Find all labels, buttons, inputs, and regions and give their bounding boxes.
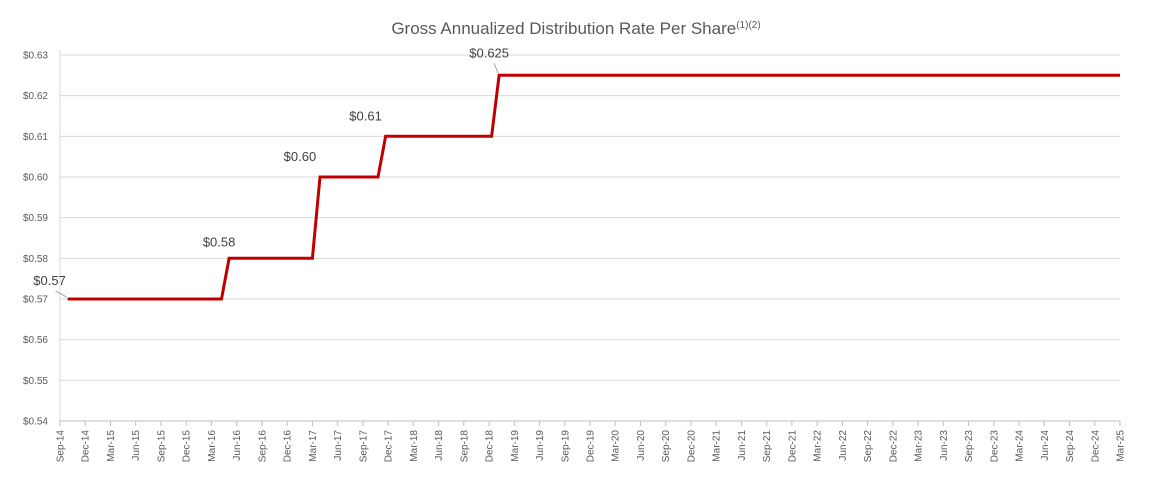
x-tick-label: Mar-19 — [510, 430, 521, 462]
x-tick-label: Mar-22 — [813, 430, 824, 462]
data-label: $0.58 — [203, 234, 236, 249]
chart-title-superscript: (1)(2) — [736, 20, 760, 31]
x-tick-label: Mar-23 — [914, 430, 925, 462]
x-tick-label: Mar-24 — [1015, 430, 1026, 462]
y-axis-ticks: $0.54 $0.55 $0.56 $0.57 $0.58 $0.59 $0.60 $0.61… — [23, 51, 48, 428]
y-tick-label: $0.54 — [23, 417, 48, 428]
x-tick-label: Jun-19 — [535, 430, 546, 461]
x-tick-label: Jun-24 — [1040, 430, 1051, 461]
x-tick-label: Sep-18 — [459, 430, 470, 463]
chart-title-main: Gross Annualized Distribution Rate Per S… — [391, 19, 736, 38]
y-tick-label: $0.55 — [23, 376, 48, 387]
x-tick-label: Jun-15 — [131, 430, 142, 461]
data-label-leader — [493, 63, 499, 74]
data-label: $0.61 — [349, 108, 382, 123]
x-tick-label: Dec-21 — [787, 430, 798, 463]
y-tick-label: $0.59 — [23, 213, 48, 224]
x-tick-label: Mar-16 — [207, 430, 218, 462]
x-tick-label: Dec-15 — [182, 430, 193, 463]
y-tick-label: $0.57 — [23, 295, 48, 306]
data-label: $0.625 — [469, 45, 509, 60]
x-tick-label: Sep-19 — [560, 430, 571, 463]
x-tick-label: Jun-22 — [838, 430, 849, 461]
data-label: $0.60 — [284, 149, 317, 164]
x-tick-label: Dec-18 — [485, 430, 496, 463]
chart-title: Gross Annualized Distribution Rate Per S… — [391, 19, 760, 38]
x-tick-label: Dec-23 — [989, 430, 1000, 463]
x-tick-label: Mar-17 — [308, 430, 319, 462]
x-tick-label: Jun-23 — [939, 430, 950, 461]
gridlines — [60, 54, 1120, 381]
x-tick-label: Sep-16 — [257, 430, 268, 463]
x-tick-label: Mar-15 — [106, 430, 117, 462]
x-tick-label: Mar-20 — [611, 430, 622, 462]
x-tick-label: Sep-17 — [358, 430, 369, 463]
y-tick-label: $0.61 — [23, 132, 48, 143]
x-tick-label: Mar-18 — [409, 430, 420, 462]
x-tick-label: Dec-16 — [283, 430, 294, 463]
x-tick-label: Jun-18 — [434, 430, 445, 461]
data-label: $0.57 — [33, 273, 66, 288]
x-tick-label: Dec-17 — [384, 430, 395, 463]
series-line — [67, 73, 1120, 301]
x-tick-label: Dec-19 — [586, 430, 597, 463]
y-tick-label: $0.60 — [23, 173, 48, 184]
x-tick-label: Dec-24 — [1090, 430, 1101, 463]
x-tick-label: Mar-25 — [1116, 430, 1127, 462]
x-tick-label: Dec-22 — [888, 430, 899, 463]
data-label-leader — [55, 290, 67, 298]
x-tick-label: Sep-20 — [661, 430, 672, 463]
y-tick-label: $0.58 — [23, 254, 48, 265]
x-tick-label: Sep-23 — [964, 430, 975, 463]
x-tick-label: Dec-20 — [686, 430, 697, 463]
x-tick-label: Jun-16 — [232, 430, 243, 461]
x-tick-label: Sep-22 — [863, 430, 874, 463]
data-labels: $0.57 $0.58 $0.60 $0.61 $0.625 — [33, 45, 509, 298]
x-tick-label: Jun-17 — [333, 430, 344, 461]
x-tick-label: Mar-21 — [712, 430, 723, 462]
x-tick-label: Sep-21 — [762, 430, 773, 463]
y-tick-label: $0.56 — [23, 335, 48, 346]
y-tick-label: $0.63 — [23, 51, 48, 62]
x-tick-label: Sep-14 — [56, 430, 67, 463]
x-tick-label: Jun-20 — [636, 430, 647, 461]
x-tick-label: Dec-14 — [81, 430, 92, 463]
x-tick-label: Sep-24 — [1065, 430, 1076, 463]
series-lines — [67, 73, 1120, 301]
x-axis-ticks: Sep-14 Dec-14 Mar-15 Jun-15 Sep-15 Dec-15 Mar-… — [56, 421, 1127, 462]
x-tick-label: Jun-21 — [737, 430, 748, 461]
y-tick-label: $0.62 — [23, 91, 48, 102]
x-tick-label: Sep-15 — [156, 430, 167, 463]
